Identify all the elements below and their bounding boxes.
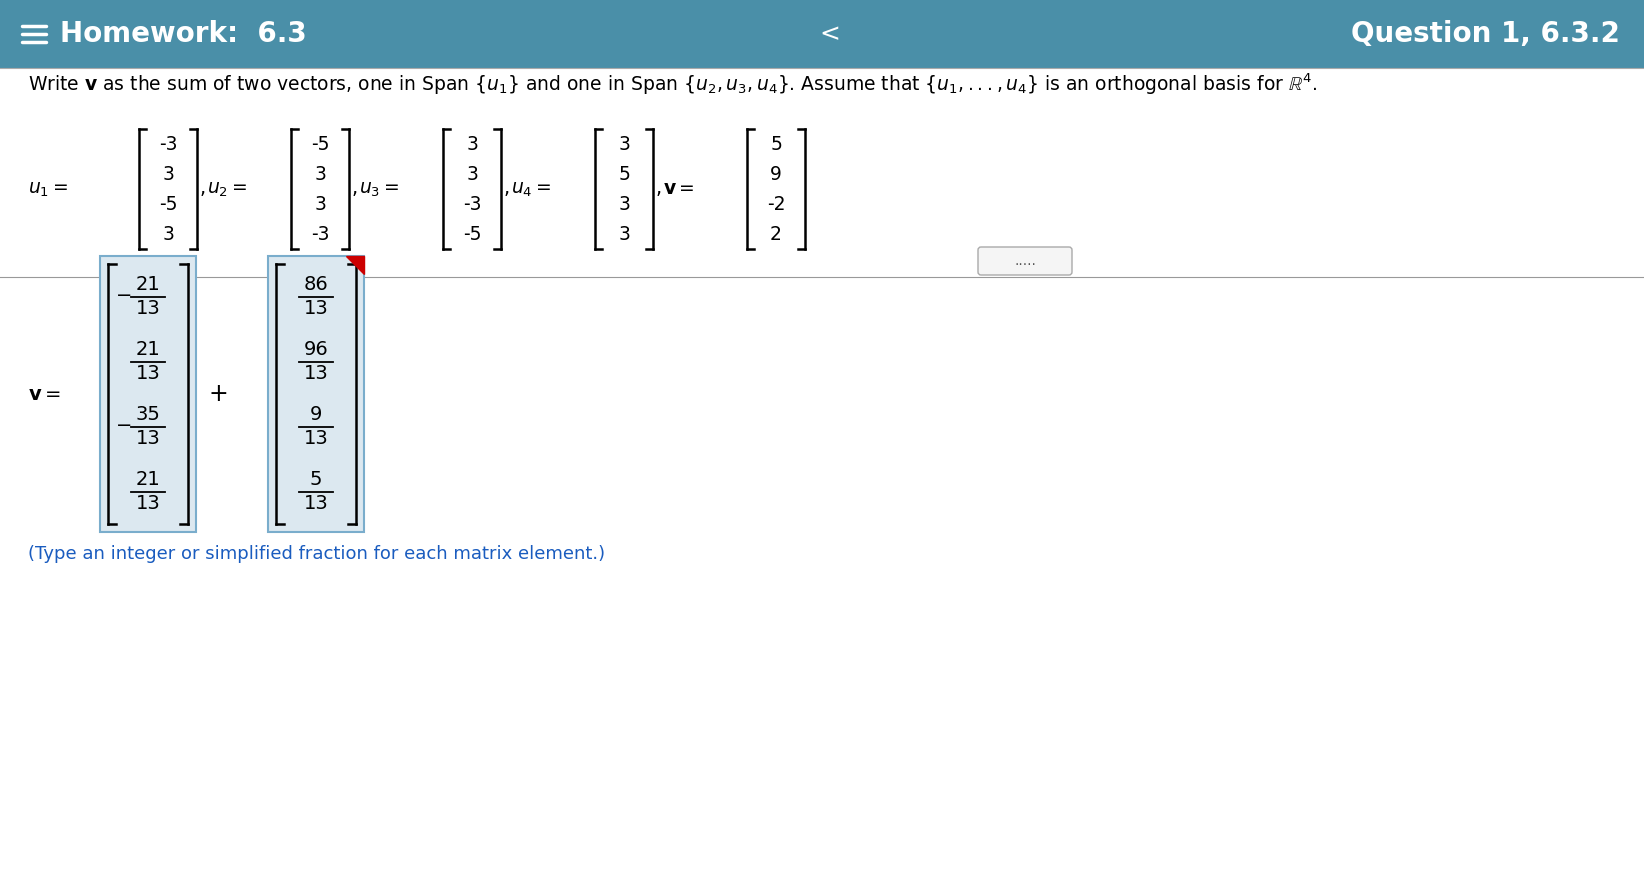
Text: 13: 13 bbox=[304, 429, 329, 448]
Text: 5: 5 bbox=[309, 470, 322, 489]
Text: −: − bbox=[117, 286, 132, 305]
Text: 21: 21 bbox=[135, 470, 161, 489]
Bar bbox=[0, 0, 1644, 68]
Text: Homework:  6.3: Homework: 6.3 bbox=[59, 20, 307, 48]
Bar bbox=[268, 256, 363, 532]
Text: -2: -2 bbox=[766, 194, 786, 214]
Text: -3: -3 bbox=[159, 134, 178, 154]
Text: 3: 3 bbox=[314, 164, 326, 184]
Text: 96: 96 bbox=[304, 340, 329, 359]
Text: 13: 13 bbox=[135, 364, 161, 383]
Text: 5: 5 bbox=[769, 134, 783, 154]
Text: $u_1 =$: $u_1 =$ bbox=[28, 179, 67, 199]
Text: 86: 86 bbox=[304, 275, 329, 294]
Text: 13: 13 bbox=[135, 429, 161, 448]
Text: 3: 3 bbox=[465, 164, 478, 184]
Text: Write $\mathbf{v}$ as the sum of two vectors, one in Span $\{u_1\}$ and one in S: Write $\mathbf{v}$ as the sum of two vec… bbox=[28, 72, 1317, 96]
Bar bbox=[100, 256, 196, 532]
Text: Question 1, 6.3.2: Question 1, 6.3.2 bbox=[1351, 20, 1619, 48]
Text: 2: 2 bbox=[769, 225, 783, 243]
Text: 13: 13 bbox=[304, 494, 329, 513]
Text: -5: -5 bbox=[159, 194, 178, 214]
Text: 9: 9 bbox=[769, 164, 783, 184]
Text: ,: , bbox=[505, 179, 510, 199]
Text: 13: 13 bbox=[135, 299, 161, 318]
Text: 13: 13 bbox=[304, 299, 329, 318]
Polygon shape bbox=[345, 256, 363, 274]
Text: 13: 13 bbox=[135, 494, 161, 513]
Text: $\mathbf{v} =$: $\mathbf{v} =$ bbox=[28, 385, 61, 403]
Text: 13: 13 bbox=[304, 364, 329, 383]
Text: ,: , bbox=[656, 179, 663, 199]
Text: 3: 3 bbox=[618, 134, 630, 154]
Text: 3: 3 bbox=[163, 225, 174, 243]
Text: ,: , bbox=[201, 179, 206, 199]
Text: -3: -3 bbox=[462, 194, 482, 214]
Text: <: < bbox=[820, 22, 840, 46]
Text: $u_3 =$: $u_3 =$ bbox=[358, 179, 399, 199]
Text: -5: -5 bbox=[311, 134, 329, 154]
Text: 21: 21 bbox=[135, 275, 161, 294]
Text: -5: -5 bbox=[462, 225, 482, 243]
Text: (Type an integer or simplified fraction for each matrix element.): (Type an integer or simplified fraction … bbox=[28, 545, 605, 563]
Text: 35: 35 bbox=[135, 405, 161, 424]
Text: 3: 3 bbox=[618, 194, 630, 214]
Text: 3: 3 bbox=[618, 225, 630, 243]
Text: $\mathbf{v} =$: $\mathbf{v} =$ bbox=[663, 179, 695, 199]
Text: 3: 3 bbox=[465, 134, 478, 154]
FancyBboxPatch shape bbox=[978, 247, 1072, 275]
Text: -3: -3 bbox=[311, 225, 329, 243]
Text: 5: 5 bbox=[618, 164, 630, 184]
Text: $u_2 =$: $u_2 =$ bbox=[207, 179, 247, 199]
Text: 9: 9 bbox=[309, 405, 322, 424]
Text: ,: , bbox=[352, 179, 358, 199]
Text: $u_4 =$: $u_4 =$ bbox=[511, 179, 551, 199]
Text: −: − bbox=[117, 416, 132, 435]
Text: 3: 3 bbox=[314, 194, 326, 214]
Text: 21: 21 bbox=[135, 340, 161, 359]
Text: +: + bbox=[209, 382, 229, 406]
Text: .....: ..... bbox=[1014, 254, 1036, 268]
Text: 3: 3 bbox=[163, 164, 174, 184]
